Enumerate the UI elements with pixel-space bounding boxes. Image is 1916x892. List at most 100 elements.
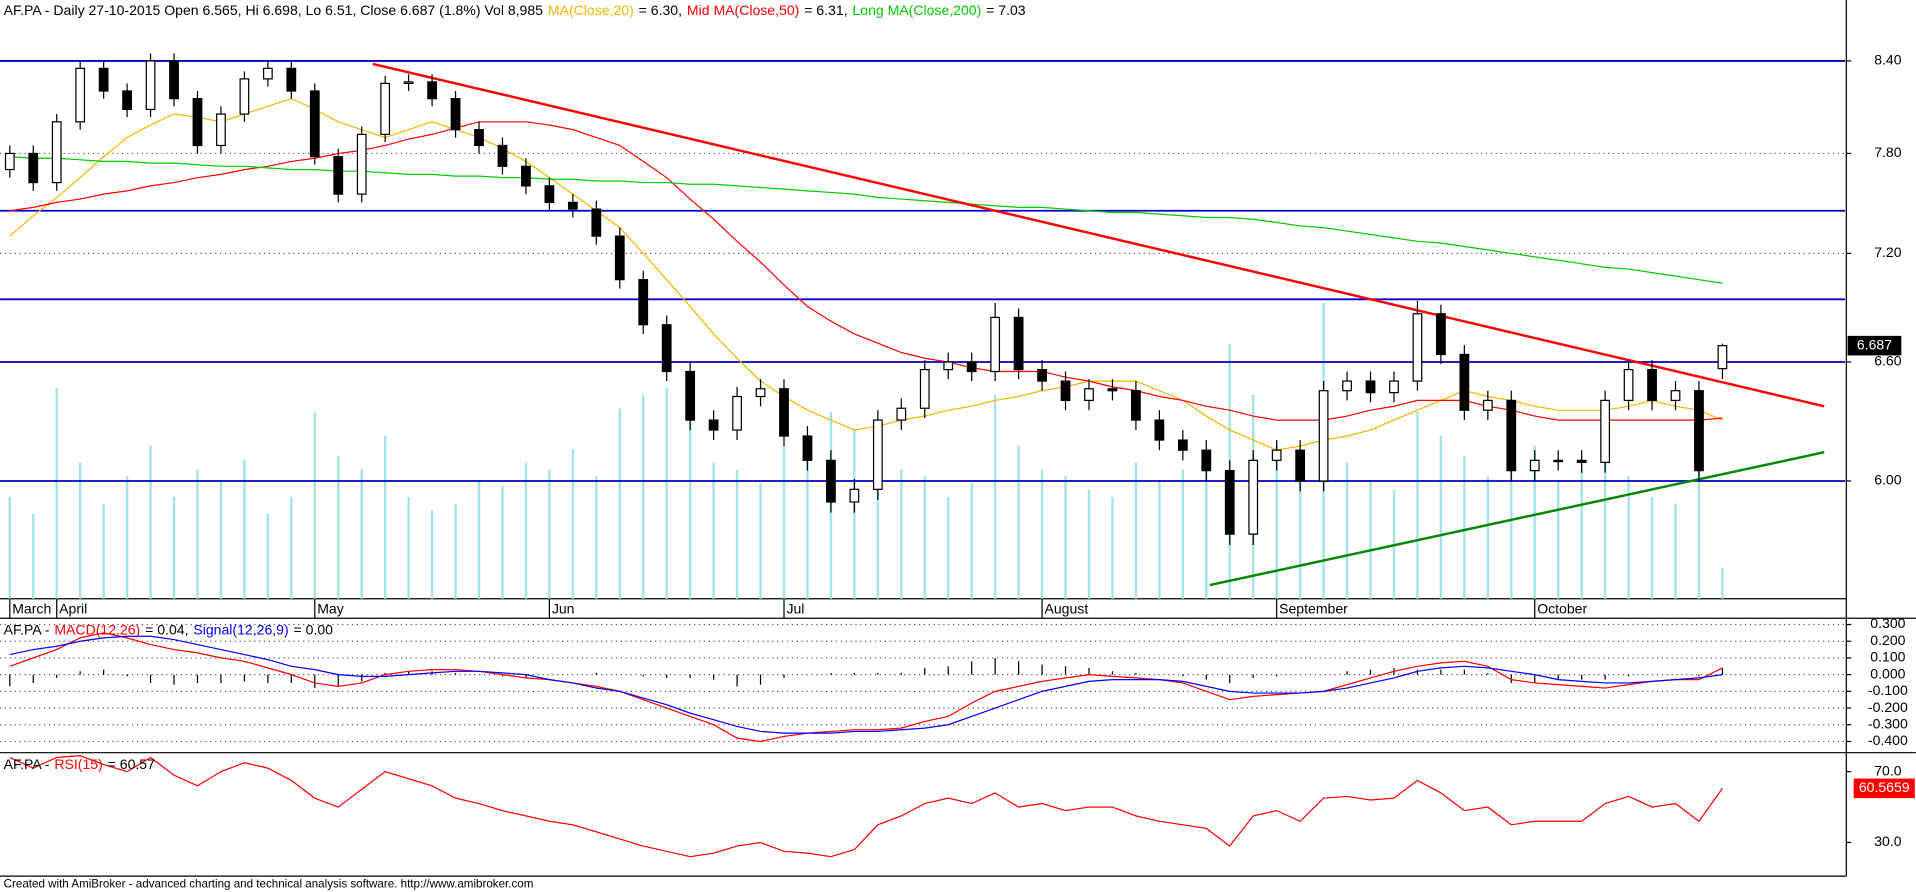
volume-bar xyxy=(548,469,551,599)
y-tick-label: -0.100 xyxy=(1868,682,1908,698)
trendline xyxy=(372,62,1825,408)
candle-body xyxy=(1154,419,1165,441)
volume-bar xyxy=(1111,496,1114,599)
volume-bar xyxy=(1275,445,1278,599)
moving-average xyxy=(9,121,1723,421)
volume-bar xyxy=(290,496,293,599)
y-tick-label: -0.200 xyxy=(1868,699,1908,715)
candle-body xyxy=(919,368,930,409)
volume-bar xyxy=(759,483,762,599)
candle-body xyxy=(403,81,414,85)
candle-body xyxy=(1131,390,1141,421)
candle-body xyxy=(1318,390,1329,482)
pane-title: AF.PA - Daily 27-10-2015 Open 6.565, Hi … xyxy=(4,2,1026,18)
y-tick-label: 0.300 xyxy=(1870,615,1905,631)
candle-body xyxy=(638,279,649,326)
candle-body xyxy=(966,361,977,373)
volume-bar xyxy=(642,394,645,599)
candle-body xyxy=(309,90,320,158)
volume-bar xyxy=(1298,462,1302,599)
legend-name: RSI(15) xyxy=(54,756,102,772)
volume-bar xyxy=(243,459,246,599)
volume-bar xyxy=(149,445,152,599)
y-tick-label: 0.000 xyxy=(1870,665,1905,681)
legend-name: MACD(12,26) xyxy=(54,621,140,637)
legend-name: Long MA(Close,200) xyxy=(852,2,981,18)
candle-body xyxy=(1177,439,1188,451)
y-tick-label: 7.20 xyxy=(1874,244,1902,260)
candle-body xyxy=(145,60,156,111)
x-tick-label: Jun xyxy=(552,600,575,616)
volume-bar xyxy=(407,496,410,599)
candle-body xyxy=(286,67,297,92)
candle-body xyxy=(521,165,531,187)
candle-body xyxy=(239,78,250,115)
candle-body xyxy=(779,388,789,437)
legend-value: = 7.03 xyxy=(986,2,1026,18)
last-value-label: 60.5659 xyxy=(1859,779,1910,795)
pane-title: AF.PA - MACD(12,26) = 0.04, Signal(12,26,9)… xyxy=(4,621,333,637)
candle-body xyxy=(990,316,1001,373)
x-tick-label: March xyxy=(12,600,51,616)
candle-body xyxy=(75,67,86,123)
volume-bar xyxy=(618,408,621,599)
candle-body xyxy=(1013,316,1024,371)
volume-bar xyxy=(1650,496,1654,599)
volume-bar xyxy=(1345,462,1349,599)
volume-bar xyxy=(454,503,457,599)
y-tick-label: -0.300 xyxy=(1868,715,1908,731)
volume-bar xyxy=(806,455,809,599)
candle-body xyxy=(661,324,672,373)
candle-body xyxy=(1224,470,1235,535)
pane-title: AF.PA - RSI(15) = 60.57 xyxy=(4,756,155,772)
candle-body xyxy=(1248,459,1259,535)
volume-bar xyxy=(1674,503,1677,599)
volume-bar xyxy=(360,469,363,599)
y-tick-label: 30.0 xyxy=(1874,833,1902,849)
candle-body xyxy=(1459,353,1470,411)
volume-bar xyxy=(595,476,598,599)
moving-average xyxy=(9,97,1723,451)
candle-body xyxy=(169,60,179,100)
candle-body xyxy=(1201,449,1212,472)
volume-bar xyxy=(55,388,58,599)
volume-bar xyxy=(1463,455,1466,599)
candle-body xyxy=(802,435,813,461)
volume-bar xyxy=(1181,469,1185,599)
last-price-box xyxy=(1847,335,1902,356)
candle-body xyxy=(872,419,883,490)
x-tick-label: October xyxy=(1537,600,1587,616)
title-text: AF.PA - Daily 27-10-2015 Open 6.565, Hi … xyxy=(4,2,544,18)
y-tick-label: -0.400 xyxy=(1868,732,1908,748)
x-tick-label: May xyxy=(317,600,344,616)
volume-bar xyxy=(782,445,786,599)
volume-bar xyxy=(993,394,997,599)
candle-body xyxy=(380,82,391,135)
candle-body xyxy=(614,235,625,281)
volume-bar xyxy=(1533,445,1536,599)
candle-body xyxy=(1436,313,1446,356)
volume-bar xyxy=(688,421,692,599)
y-tick-label: 0.200 xyxy=(1870,632,1905,648)
volume-bar xyxy=(1486,476,1490,599)
x-tick-label: August xyxy=(1045,600,1089,616)
volume-bar xyxy=(501,486,504,599)
volume-bar xyxy=(735,469,739,599)
candle-body xyxy=(28,152,39,184)
volume-bar xyxy=(172,496,176,599)
volume-bar xyxy=(266,513,270,599)
candle-body xyxy=(1717,345,1728,370)
candle-body xyxy=(1529,459,1540,472)
candle-body xyxy=(427,81,437,100)
candle-body xyxy=(1506,399,1517,472)
indicator-line xyxy=(9,635,1723,734)
candle-body xyxy=(544,185,555,204)
title-text: AF.PA - xyxy=(4,621,50,637)
volume-bar xyxy=(102,503,105,599)
candle-body xyxy=(1600,399,1611,464)
volume-bar xyxy=(313,411,317,599)
legend-value: = 6.30, xyxy=(639,2,682,18)
candle-body xyxy=(497,144,508,167)
